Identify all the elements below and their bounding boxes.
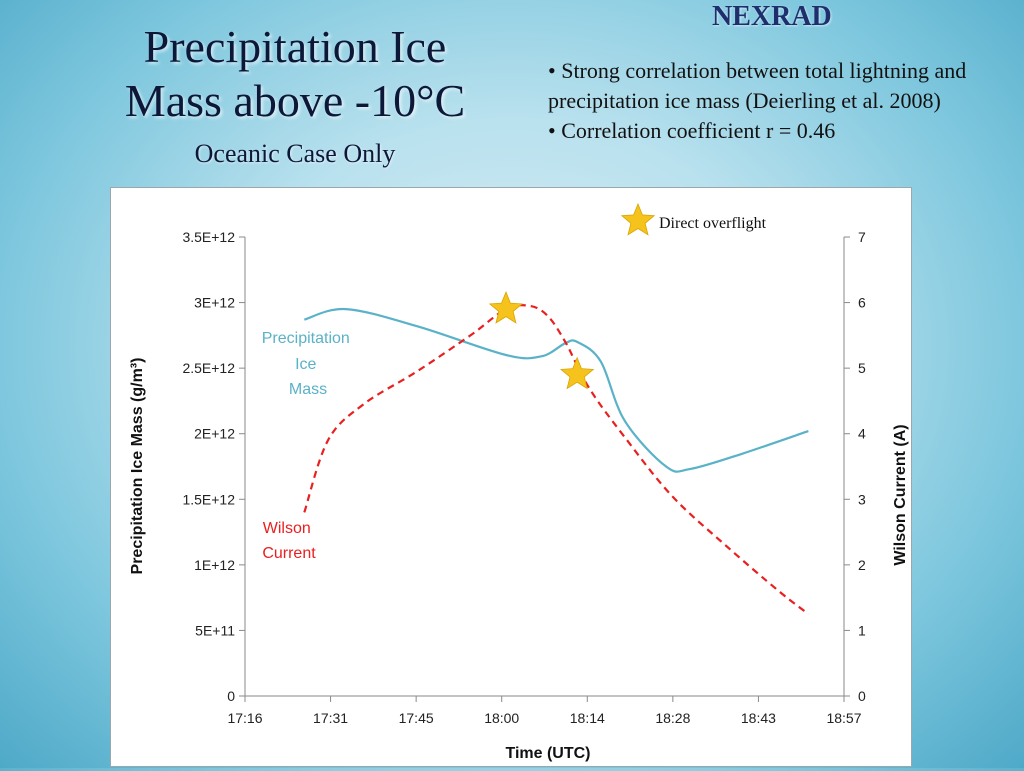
x-tick-label: 18:28 (655, 710, 690, 726)
wilson-label-line: Current (262, 545, 316, 562)
y2-tick-label: 5 (858, 360, 866, 376)
y2-tick-label: 7 (858, 229, 866, 245)
y-tick-label: 3.5E+12 (182, 229, 235, 245)
y2-tick-label: 6 (858, 295, 866, 311)
ice-mass-line (303, 307, 809, 473)
y2-tick-label: 1 (858, 622, 866, 638)
y-tick-label: 2.5E+12 (182, 360, 235, 376)
bullet-list: • Strong correlation between total light… (548, 56, 1008, 146)
slide-subtitle: Oceanic Case Only (194, 139, 396, 168)
overflight-stars (488, 291, 595, 390)
y-tick-label: 1.5E+12 (182, 491, 235, 507)
bullet-item: • Strong correlation between total light… (548, 58, 967, 113)
y-tick-label: 0 (227, 688, 235, 704)
star-icon (559, 356, 595, 390)
x-axis-title: Time (UTC) (505, 745, 590, 762)
y-tick-label: 1E+12 (194, 557, 235, 573)
x-tick-label: 17:31 (313, 710, 348, 726)
slide-title: Precipitation Ice Mass above -10°C (90, 20, 500, 128)
y2-tick-label: 2 (858, 557, 866, 573)
x-axis-ticks: 17:16 17:31 17:45 18:00 18:14 18:28 18:43 18:57 (227, 696, 862, 726)
x-tick-label: 18:14 (570, 710, 605, 726)
y-tick-label: 3E+12 (194, 295, 235, 311)
title-line-1: Precipitation Ice (143, 21, 447, 72)
wilson-label-line: Wilson (263, 520, 311, 537)
bullet-item: • Correlation coefficient r = 0.46 (548, 118, 836, 143)
y2-axis-title: Wilson Current (A) (892, 424, 909, 565)
star-icon (620, 202, 656, 236)
ice-label-line: Mass (289, 381, 327, 398)
x-tick-label: 18:00 (484, 710, 519, 726)
chart-panel: 0 5E+11 1E+12 1.5E+12 2E+12 2.5E+12 3E+12 3.5E+… (110, 187, 912, 767)
x-tick-label: 17:16 (227, 710, 262, 726)
left-axis-ticks: 0 5E+11 1E+12 1.5E+12 2E+12 2.5E+12 3E+12 3.5E+… (182, 229, 245, 704)
title-line-2: Mass above -10°C (124, 75, 466, 126)
y-axis-title: Precipitation Ice Mass (g/m³) (129, 358, 146, 575)
ice-label-line: Precipitation (262, 330, 350, 347)
ice-mass-series-label: Precipitation Ice Mass (262, 330, 355, 398)
source-label: NEXRAD (712, 1, 832, 32)
wilson-current-series-label: Wilson Current (262, 520, 316, 562)
y-tick-label: 2E+12 (194, 426, 235, 442)
y-tick-label: 5E+11 (195, 622, 235, 638)
wilson-current-line (303, 304, 810, 615)
ice-label-line: Ice (295, 356, 316, 373)
x-tick-label: 18:57 (826, 710, 861, 726)
x-tick-label: 18:43 (741, 710, 776, 726)
right-axis-ticks: 0 1 2 3 4 5 6 7 (844, 229, 866, 704)
y2-tick-label: 3 (858, 491, 866, 507)
y2-tick-label: 0 (858, 688, 866, 704)
y2-tick-label: 4 (858, 426, 866, 442)
overflight-legend-label: Direct overflight (659, 215, 767, 232)
star-icon (488, 291, 524, 324)
x-tick-label: 17:45 (399, 710, 434, 726)
chart-svg: 0 5E+11 1E+12 1.5E+12 2E+12 2.5E+12 3E+12 3.5E+… (129, 202, 909, 762)
